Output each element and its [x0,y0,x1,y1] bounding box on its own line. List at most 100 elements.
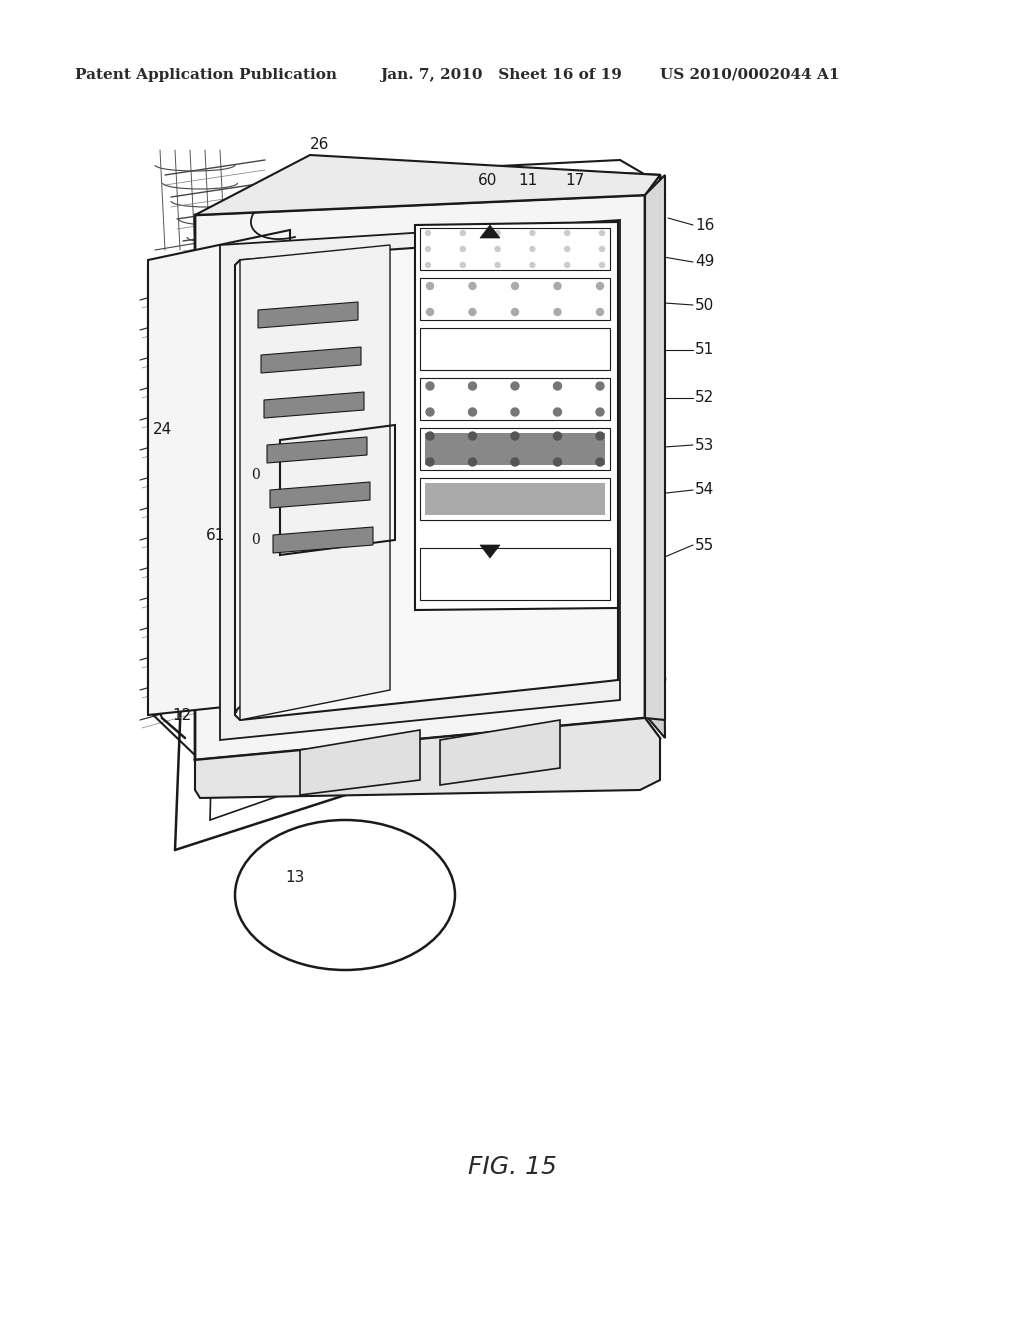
Circle shape [469,381,476,389]
Circle shape [469,458,476,466]
Text: 13: 13 [286,870,305,884]
Circle shape [564,263,569,268]
Bar [420,279,610,319]
Circle shape [599,263,604,268]
Text: 0: 0 [251,469,259,482]
Circle shape [461,263,465,268]
Text: 50: 50 [695,297,715,313]
Text: 51: 51 [695,342,715,358]
Circle shape [461,247,465,252]
Circle shape [529,263,535,268]
Circle shape [469,309,476,315]
Polygon shape [645,176,665,738]
Circle shape [564,247,569,252]
Polygon shape [300,730,420,795]
Circle shape [427,309,433,315]
Circle shape [426,247,430,252]
Polygon shape [415,222,618,610]
Circle shape [469,282,476,289]
Circle shape [495,231,500,235]
Text: Jan. 7, 2010   Sheet 16 of 19: Jan. 7, 2010 Sheet 16 of 19 [380,69,622,82]
Text: 11: 11 [518,173,538,187]
Text: 54: 54 [695,483,715,498]
Circle shape [599,247,604,252]
Circle shape [426,231,430,235]
Text: 24: 24 [153,422,172,437]
Circle shape [511,381,519,389]
Circle shape [554,458,561,466]
Circle shape [529,247,535,252]
Text: 12: 12 [173,708,193,722]
Text: 53: 53 [695,437,715,453]
Polygon shape [267,437,367,463]
Text: Patent Application Publication: Patent Application Publication [75,69,337,82]
Circle shape [596,458,604,466]
Circle shape [426,263,430,268]
Polygon shape [210,180,660,750]
Text: 17: 17 [565,173,585,187]
Text: 0: 0 [251,533,259,546]
Polygon shape [240,246,390,719]
Circle shape [426,432,434,440]
Text: US 2010/0002044 A1: US 2010/0002044 A1 [660,69,840,82]
Bar [425,483,605,515]
Circle shape [511,458,519,466]
Circle shape [597,282,603,289]
Circle shape [511,408,519,416]
Polygon shape [234,235,618,719]
Circle shape [554,309,561,315]
Circle shape [461,231,465,235]
Circle shape [554,408,561,416]
Circle shape [554,381,561,389]
Circle shape [564,231,569,235]
Polygon shape [645,176,665,719]
Circle shape [554,432,561,440]
Circle shape [596,432,604,440]
Polygon shape [270,482,370,508]
Circle shape [495,247,500,252]
Ellipse shape [234,820,455,970]
Text: 16: 16 [695,218,715,232]
Circle shape [599,231,604,235]
Polygon shape [148,230,290,715]
Circle shape [596,381,604,389]
Bar [425,433,605,465]
Polygon shape [264,392,364,418]
Polygon shape [195,195,645,760]
Polygon shape [273,527,373,553]
Circle shape [469,432,476,440]
Text: 55: 55 [695,537,715,553]
Polygon shape [195,154,660,215]
Circle shape [426,458,434,466]
Bar [420,228,610,271]
Bar [420,428,610,470]
Polygon shape [258,302,358,327]
Bar [420,378,610,420]
Circle shape [427,282,433,289]
Circle shape [596,408,604,416]
Bar [420,478,610,520]
Circle shape [495,263,500,268]
Polygon shape [480,545,500,558]
Circle shape [512,282,518,289]
Text: 61: 61 [206,528,225,543]
Polygon shape [220,220,620,741]
Text: 60: 60 [478,173,498,187]
Text: FIG. 15: FIG. 15 [468,1155,556,1179]
Circle shape [426,381,434,389]
Text: 26: 26 [310,137,330,152]
Bar [420,327,610,370]
Circle shape [597,309,603,315]
Polygon shape [261,347,361,374]
Polygon shape [480,224,500,238]
Text: 49: 49 [695,255,715,269]
Circle shape [529,231,535,235]
Circle shape [469,408,476,416]
Bar [420,548,610,601]
Text: 52: 52 [695,391,715,405]
Circle shape [512,309,518,315]
Circle shape [554,282,561,289]
Polygon shape [195,718,660,799]
Circle shape [426,408,434,416]
Circle shape [511,432,519,440]
